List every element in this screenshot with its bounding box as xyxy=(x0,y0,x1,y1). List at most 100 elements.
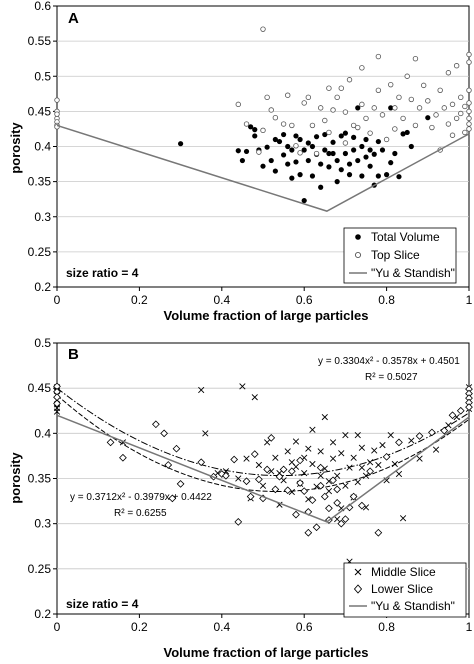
point-top-slice xyxy=(458,110,464,117)
point-top-slice xyxy=(359,65,365,71)
legend-marker-lower-slice xyxy=(353,584,363,594)
point-top-slice xyxy=(350,122,357,129)
point-total-volume xyxy=(392,150,398,157)
point-top-slice xyxy=(346,77,353,83)
point-total-volume xyxy=(178,141,184,147)
panel-b: B porosity Volume fraction of large part… xyxy=(8,336,473,660)
point-top-slice xyxy=(412,55,419,62)
y-tick-label: 0.5 xyxy=(34,69,51,83)
point-lower-slice xyxy=(349,492,358,501)
gridlines-a xyxy=(57,40,469,253)
point-total-volume xyxy=(351,147,357,153)
legend-label-top-slice: Top Slice xyxy=(371,248,420,262)
point-middle-slice xyxy=(235,475,242,482)
point-middle-slice xyxy=(334,516,341,523)
point-lower-slice xyxy=(333,499,342,507)
legend-marker-middle-slice xyxy=(354,568,362,576)
point-lower-slice xyxy=(279,465,288,474)
point-top-slice xyxy=(293,143,299,149)
legend-label-yu-standish-a: "Yu & Standish" xyxy=(371,266,455,280)
point-middle-slice xyxy=(408,437,415,444)
point-top-slice xyxy=(54,111,60,117)
point-total-volume xyxy=(359,173,365,179)
point-lower-slice xyxy=(337,519,346,528)
point-top-slice xyxy=(342,140,349,146)
legend-marker-top-slice xyxy=(354,251,362,259)
point-top-slice xyxy=(359,101,365,108)
point-top-slice xyxy=(330,107,336,113)
point-total-volume xyxy=(346,161,353,167)
x-tick-label: 0.6 xyxy=(296,293,313,307)
point-lower-slice xyxy=(267,433,276,442)
point-top-slice xyxy=(412,122,419,129)
point-top-slice xyxy=(466,126,472,132)
point-lower-slice xyxy=(395,438,403,447)
point-top-slice xyxy=(367,130,373,136)
legend-label-total-volume: Total Volume xyxy=(371,230,440,244)
point-top-slice xyxy=(388,81,394,88)
point-total-volume xyxy=(289,175,295,181)
point-lower-slice xyxy=(320,492,329,501)
x-tick-label: 1 xyxy=(466,293,473,307)
point-total-volume xyxy=(281,152,287,158)
point-total-volume xyxy=(326,150,332,157)
legend-a: Total Volume Top Slice "Yu & Standish" xyxy=(343,227,457,284)
point-lower-slice xyxy=(325,504,333,513)
point-total-volume xyxy=(375,138,381,145)
point-lower-slice xyxy=(329,476,337,485)
point-lower-slice xyxy=(172,444,181,453)
legend-box-b xyxy=(343,562,467,618)
point-top-slice xyxy=(466,51,472,58)
point-total-volume xyxy=(359,143,365,150)
point-top-slice xyxy=(445,70,452,76)
point-total-volume xyxy=(285,143,291,150)
point-lower-slice xyxy=(53,399,61,408)
x-axis-title-a: Volume fraction of large particles xyxy=(164,308,369,323)
point-middle-slice xyxy=(371,447,378,454)
point-total-volume xyxy=(281,131,287,138)
x-tick-label: 0 xyxy=(54,293,61,307)
point-middle-slice xyxy=(350,454,357,461)
y-tick-label: 0.5 xyxy=(34,336,51,350)
panel-label-a: A xyxy=(68,10,79,27)
point-top-slice xyxy=(235,101,241,108)
point-middle-slice xyxy=(325,488,333,495)
point-total-volume xyxy=(375,173,381,179)
point-top-slice xyxy=(375,87,382,93)
y-axis-title-a: porosity xyxy=(8,122,23,174)
point-lower-slice xyxy=(296,479,304,487)
point-lower-slice xyxy=(374,528,383,537)
trendline-r2-top: R² = 0.5027 xyxy=(365,372,418,383)
point-top-slice xyxy=(54,97,60,103)
point-top-slice xyxy=(383,136,390,143)
point-total-volume xyxy=(379,147,386,153)
point-total-volume xyxy=(326,164,332,170)
point-middle-slice xyxy=(375,461,382,469)
legend-b: Middle Slice Lower Slice "Yu & Standish" xyxy=(343,562,467,618)
point-total-volume xyxy=(264,144,270,150)
point-lower-slice xyxy=(255,475,263,484)
point-total-volume xyxy=(363,154,369,160)
data-layer-a xyxy=(54,26,472,212)
point-top-slice xyxy=(313,150,320,157)
point-top-slice xyxy=(408,96,415,103)
point-lower-slice xyxy=(230,455,239,464)
point-total-volume xyxy=(272,168,278,174)
point-total-volume xyxy=(342,150,348,157)
point-top-slice xyxy=(466,108,472,115)
point-lower-slice xyxy=(271,485,280,494)
x-tick-label: 0 xyxy=(54,620,61,634)
point-top-slice xyxy=(404,73,410,79)
point-lower-slice xyxy=(316,463,325,472)
point-lower-slice xyxy=(234,517,243,526)
point-lower-slice xyxy=(296,456,304,465)
point-middle-slice xyxy=(416,455,423,462)
point-top-slice xyxy=(268,107,274,113)
point-middle-slice xyxy=(321,413,328,421)
point-total-volume xyxy=(371,151,377,157)
point-middle-slice xyxy=(395,470,403,478)
point-total-volume xyxy=(338,133,344,139)
point-total-volume xyxy=(330,150,336,157)
legend-label-lower-slice: Lower Slice xyxy=(371,582,433,596)
point-lower-slice xyxy=(250,450,259,458)
